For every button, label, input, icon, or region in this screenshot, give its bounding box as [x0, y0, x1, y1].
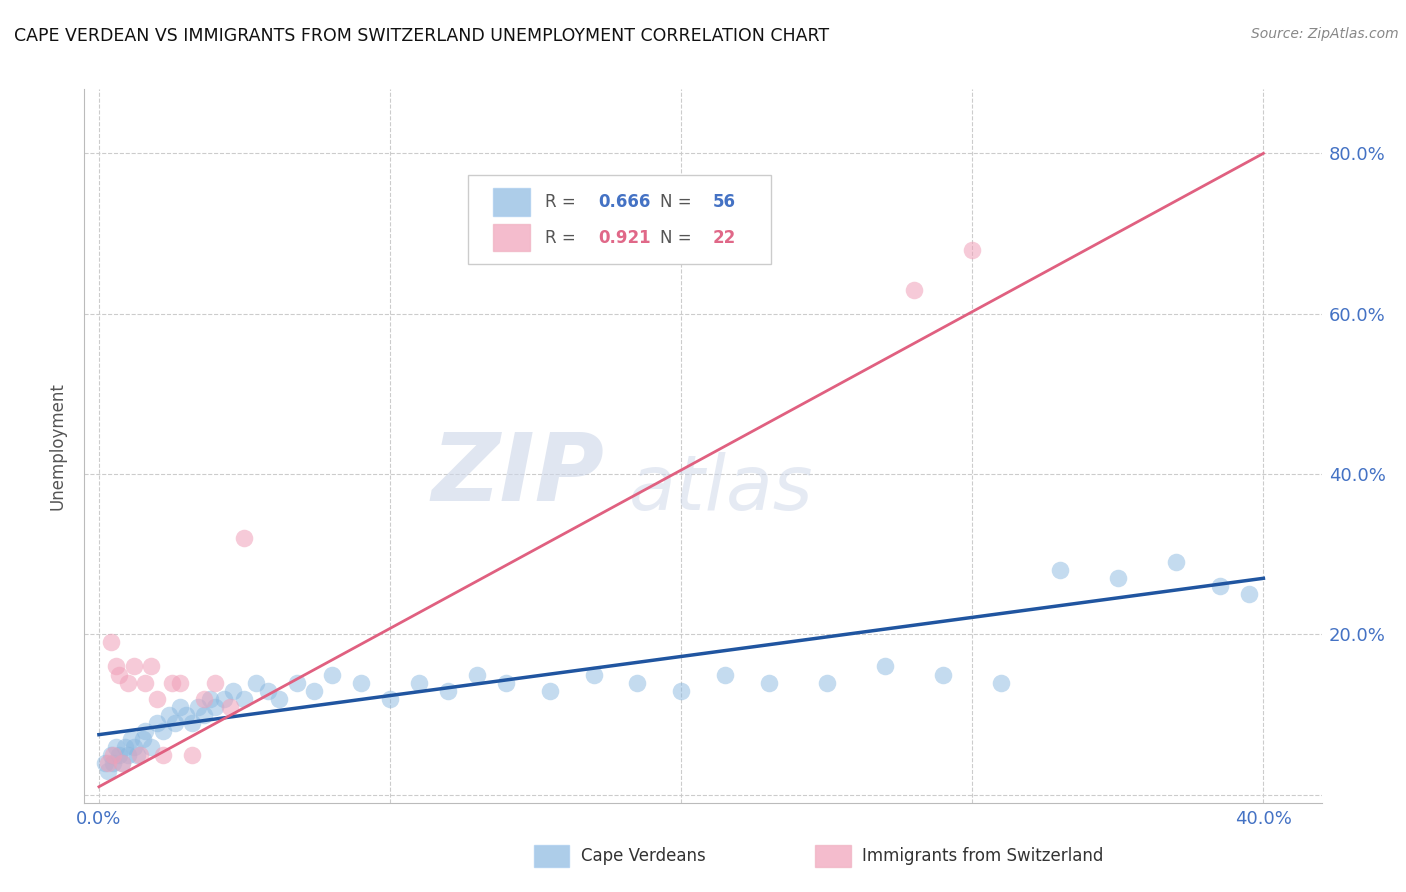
Text: 56: 56 — [713, 193, 735, 211]
Point — [437, 683, 460, 698]
Text: R =: R = — [544, 228, 575, 246]
FancyBboxPatch shape — [468, 175, 770, 264]
Point — [932, 667, 955, 681]
Point — [212, 691, 235, 706]
Point — [181, 747, 204, 762]
Point — [285, 675, 308, 690]
Y-axis label: Unemployment: Unemployment — [48, 382, 66, 510]
Point — [141, 739, 163, 754]
Point — [187, 699, 209, 714]
Point — [714, 667, 737, 681]
Text: ZIP: ZIP — [432, 428, 605, 521]
Point — [100, 747, 122, 762]
Point — [152, 723, 174, 738]
Point — [93, 756, 115, 770]
Point — [152, 747, 174, 762]
Text: 22: 22 — [713, 228, 737, 246]
Text: N =: N = — [659, 228, 692, 246]
Point — [758, 675, 780, 690]
Text: Source: ZipAtlas.com: Source: ZipAtlas.com — [1251, 27, 1399, 41]
Point — [222, 683, 245, 698]
Point — [815, 675, 838, 690]
Point — [233, 691, 256, 706]
Point — [103, 756, 125, 770]
Text: 0.666: 0.666 — [598, 193, 650, 211]
Point — [114, 739, 136, 754]
Point — [122, 659, 145, 673]
Bar — [492, 224, 530, 252]
Point — [131, 731, 153, 746]
Point — [1107, 571, 1129, 585]
Point — [122, 739, 145, 754]
Point — [160, 675, 183, 690]
Point — [146, 691, 169, 706]
Point — [233, 531, 256, 545]
Point — [669, 683, 692, 698]
Point — [169, 675, 191, 690]
Point — [108, 667, 131, 681]
Point — [256, 683, 278, 698]
Point — [204, 699, 226, 714]
Point — [193, 707, 215, 722]
Point — [141, 659, 163, 673]
Point — [134, 723, 156, 738]
Point — [181, 715, 204, 730]
Point — [108, 747, 131, 762]
Point — [198, 691, 221, 706]
Point — [582, 667, 605, 681]
Point — [97, 764, 120, 778]
Point — [134, 675, 156, 690]
Point — [495, 675, 517, 690]
Point — [100, 635, 122, 649]
Point — [467, 667, 489, 681]
Point — [304, 683, 326, 698]
Point — [321, 667, 343, 681]
Point — [117, 747, 139, 762]
Point — [538, 683, 561, 698]
Point — [163, 715, 186, 730]
Point — [873, 659, 896, 673]
Point — [350, 675, 373, 690]
Point — [990, 675, 1012, 690]
Point — [128, 747, 150, 762]
Point — [245, 675, 267, 690]
Point — [120, 731, 142, 746]
Point — [269, 691, 291, 706]
Point — [111, 756, 134, 770]
Point — [219, 699, 242, 714]
Text: atlas: atlas — [628, 452, 813, 525]
Point — [97, 756, 120, 770]
Point — [111, 756, 134, 770]
Point — [105, 659, 128, 673]
Text: R =: R = — [544, 193, 575, 211]
Text: Cape Verdeans: Cape Verdeans — [581, 847, 706, 865]
Point — [1237, 587, 1260, 601]
Point — [105, 739, 128, 754]
Point — [169, 699, 191, 714]
Point — [1049, 563, 1071, 577]
Point — [1209, 579, 1232, 593]
Point — [204, 675, 226, 690]
Point — [626, 675, 648, 690]
Point — [146, 715, 169, 730]
Point — [903, 283, 925, 297]
Point — [1164, 555, 1187, 569]
Text: 0.921: 0.921 — [598, 228, 651, 246]
Text: N =: N = — [659, 193, 692, 211]
Point — [117, 675, 139, 690]
Point — [408, 675, 430, 690]
Point — [157, 707, 180, 722]
Point — [193, 691, 215, 706]
Text: Immigrants from Switzerland: Immigrants from Switzerland — [862, 847, 1104, 865]
Point — [103, 747, 125, 762]
Point — [174, 707, 197, 722]
Point — [962, 243, 984, 257]
Bar — [492, 188, 530, 216]
Point — [378, 691, 401, 706]
Point — [125, 747, 148, 762]
Text: CAPE VERDEAN VS IMMIGRANTS FROM SWITZERLAND UNEMPLOYMENT CORRELATION CHART: CAPE VERDEAN VS IMMIGRANTS FROM SWITZERL… — [14, 27, 830, 45]
